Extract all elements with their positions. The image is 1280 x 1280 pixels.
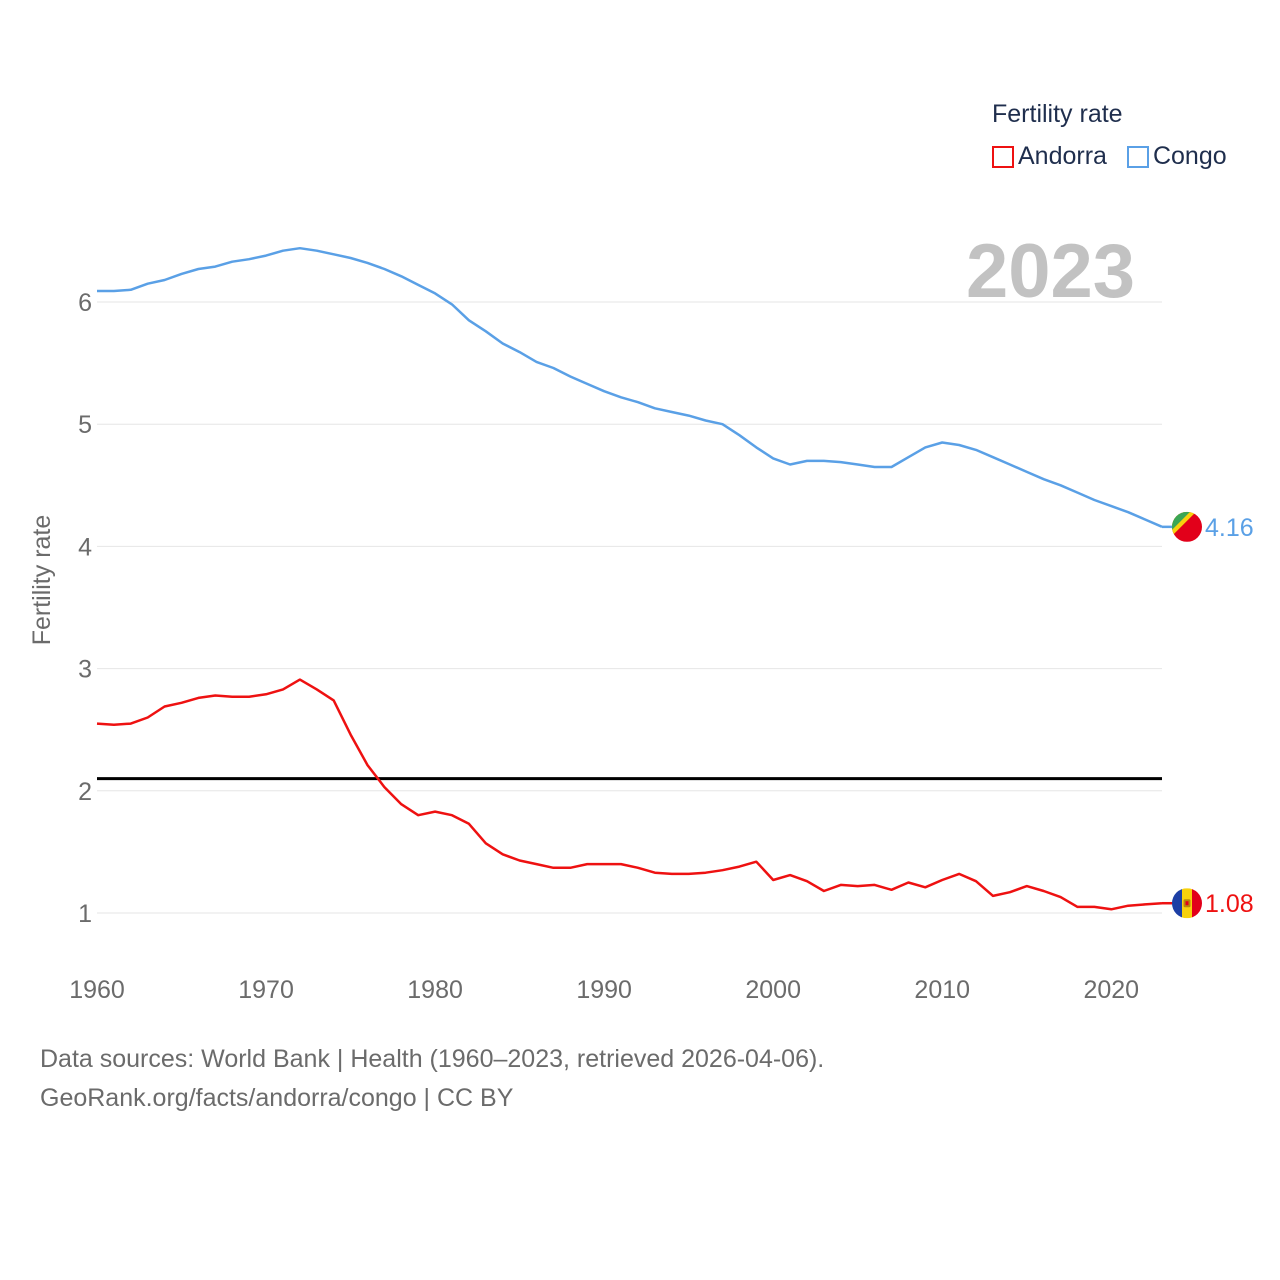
y-tick-label: 5 bbox=[78, 411, 92, 439]
end-markers: 1.08 4.16 bbox=[1162, 511, 1254, 919]
y-tick-label: 4 bbox=[78, 533, 92, 561]
legend-swatch-congo bbox=[1126, 145, 1149, 168]
flag-body bbox=[1172, 511, 1202, 542]
y-axis-ticks: 1 2 3 4 5 6 bbox=[78, 289, 92, 928]
source-line: Data sources: World Bank | Health (1960–… bbox=[40, 1045, 825, 1073]
legend: Andorra Congo bbox=[992, 142, 1247, 171]
legend-label-congo: Congo bbox=[1152, 142, 1227, 170]
flag-band-green bbox=[1172, 511, 1190, 530]
end-value-label-congo: 4.16 bbox=[1205, 514, 1254, 542]
congo-flag-icon bbox=[1172, 511, 1202, 542]
y-tick-label: 1 bbox=[78, 900, 92, 928]
legend-title: Fertility rate bbox=[992, 100, 1123, 128]
flag-emblem-center bbox=[1185, 901, 1189, 906]
y-tick-label: 6 bbox=[78, 289, 92, 317]
x-tick-label: 2000 bbox=[745, 976, 801, 1004]
legend-item-congo[interactable]: Congo bbox=[1126, 142, 1227, 171]
x-tick-label: 1960 bbox=[69, 976, 125, 1004]
flag-body bbox=[1172, 888, 1202, 919]
y-tick-label: 3 bbox=[78, 656, 92, 684]
andorra-flag-icon bbox=[1172, 888, 1202, 919]
series-line-andorra bbox=[96, 678, 1163, 911]
y-tick-label: 2 bbox=[78, 778, 92, 806]
source-url[interactable]: GeoRank.org/facts/andorra/congo | CC BY bbox=[40, 1084, 514, 1112]
gridlines bbox=[97, 301, 1162, 914]
x-tick-label: 2010 bbox=[914, 976, 970, 1004]
x-tick-label: 1980 bbox=[407, 976, 463, 1004]
series-line-congo bbox=[97, 246, 1163, 528]
series-lines bbox=[96, 246, 1163, 911]
legend-swatch-andorra bbox=[992, 145, 1014, 168]
x-tick-label: 1970 bbox=[238, 976, 294, 1004]
flag-stripe-red bbox=[1192, 888, 1202, 919]
flag-stripe-blue bbox=[1172, 888, 1182, 919]
legend-label-andorra: Andorra bbox=[1018, 142, 1107, 170]
legend-item-andorra[interactable]: Andorra bbox=[992, 142, 1107, 171]
y-axis-label: Fertility rate bbox=[28, 515, 56, 646]
x-tick-label: 1990 bbox=[576, 976, 632, 1004]
x-axis-ticks: 1960 1970 1980 1990 2000 2010 2020 bbox=[69, 976, 1139, 1004]
end-value-label-andorra: 1.08 bbox=[1205, 890, 1254, 918]
x-tick-label: 2020 bbox=[1083, 976, 1139, 1004]
year-display: 2023 bbox=[966, 229, 1136, 314]
